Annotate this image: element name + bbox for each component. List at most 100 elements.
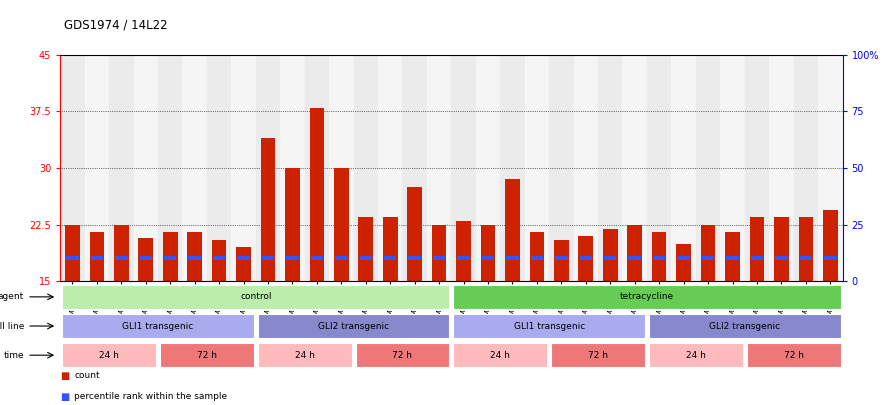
Bar <box>647 55 672 281</box>
Bar <box>140 256 152 260</box>
Bar <box>378 55 403 281</box>
Bar <box>258 314 450 338</box>
Bar <box>163 232 178 281</box>
Text: agent: agent <box>0 292 24 301</box>
Bar <box>824 256 836 260</box>
Bar <box>453 314 645 338</box>
Bar <box>304 55 329 281</box>
Bar <box>189 256 201 260</box>
Bar <box>109 55 134 281</box>
Bar <box>281 55 304 281</box>
Bar <box>285 168 300 281</box>
Text: GDS1974 / 14L22: GDS1974 / 14L22 <box>64 18 167 31</box>
Bar <box>774 217 789 281</box>
Bar <box>188 232 202 281</box>
Bar <box>702 256 714 260</box>
Bar <box>573 55 598 281</box>
Text: cell line: cell line <box>0 322 24 330</box>
Bar <box>554 240 569 281</box>
Bar <box>677 256 689 260</box>
Bar <box>409 256 421 260</box>
Bar <box>649 314 841 338</box>
Bar <box>384 256 396 260</box>
Text: 24 h: 24 h <box>686 351 705 360</box>
Bar <box>458 256 470 260</box>
Bar <box>529 232 544 281</box>
Bar <box>453 343 547 367</box>
Bar <box>531 256 543 260</box>
Bar <box>506 256 519 260</box>
Bar <box>334 168 349 281</box>
Bar <box>750 256 763 260</box>
Bar <box>604 256 617 260</box>
Bar <box>696 55 720 281</box>
Bar <box>213 256 226 260</box>
Bar <box>329 55 354 281</box>
Bar <box>720 55 745 281</box>
Bar <box>62 314 254 338</box>
Bar <box>457 221 471 281</box>
Bar <box>598 55 622 281</box>
Bar <box>652 232 666 281</box>
Bar <box>649 343 743 367</box>
Bar <box>481 225 496 281</box>
Text: ■: ■ <box>60 392 69 402</box>
Bar <box>551 343 645 367</box>
Bar <box>258 343 351 367</box>
Bar <box>207 55 231 281</box>
Text: GLI2 transgenic: GLI2 transgenic <box>318 322 389 330</box>
Bar <box>775 256 788 260</box>
Text: 24 h: 24 h <box>490 351 510 360</box>
Bar <box>310 108 324 281</box>
Bar <box>505 179 519 281</box>
Bar <box>160 343 254 367</box>
Bar <box>823 210 837 281</box>
Bar <box>261 138 275 281</box>
Bar <box>236 247 250 281</box>
Bar <box>481 256 494 260</box>
Bar <box>85 55 109 281</box>
Bar <box>676 244 691 281</box>
Bar <box>622 55 647 281</box>
Bar <box>335 256 348 260</box>
Bar <box>62 343 156 367</box>
Bar <box>256 55 281 281</box>
Bar <box>212 240 227 281</box>
Text: 72 h: 72 h <box>588 351 608 360</box>
Bar <box>427 55 451 281</box>
Bar <box>579 236 593 281</box>
Text: 72 h: 72 h <box>783 351 804 360</box>
Bar <box>603 228 618 281</box>
Bar <box>769 55 794 281</box>
Text: count: count <box>74 371 100 380</box>
Bar <box>727 256 739 260</box>
Bar <box>555 256 567 260</box>
Bar <box>115 256 127 260</box>
Text: control: control <box>240 292 272 301</box>
Bar <box>60 55 85 281</box>
Bar <box>818 55 843 281</box>
Bar <box>800 256 812 260</box>
Bar <box>500 55 525 281</box>
Bar <box>62 285 450 309</box>
Bar <box>231 55 256 281</box>
Bar <box>311 256 323 260</box>
Bar <box>138 239 153 281</box>
Bar <box>90 256 103 260</box>
Bar <box>354 55 378 281</box>
Bar <box>407 187 422 281</box>
Bar <box>798 217 813 281</box>
Text: 24 h: 24 h <box>295 351 314 360</box>
Bar <box>358 217 373 281</box>
Bar <box>580 256 592 260</box>
Bar <box>747 343 841 367</box>
Bar <box>432 225 446 281</box>
Bar <box>359 256 372 260</box>
Text: 24 h: 24 h <box>99 351 119 360</box>
Text: percentile rank within the sample: percentile rank within the sample <box>74 392 227 401</box>
Bar <box>549 55 573 281</box>
Bar <box>182 55 207 281</box>
Bar <box>750 217 765 281</box>
Bar <box>433 256 445 260</box>
Bar <box>134 55 158 281</box>
